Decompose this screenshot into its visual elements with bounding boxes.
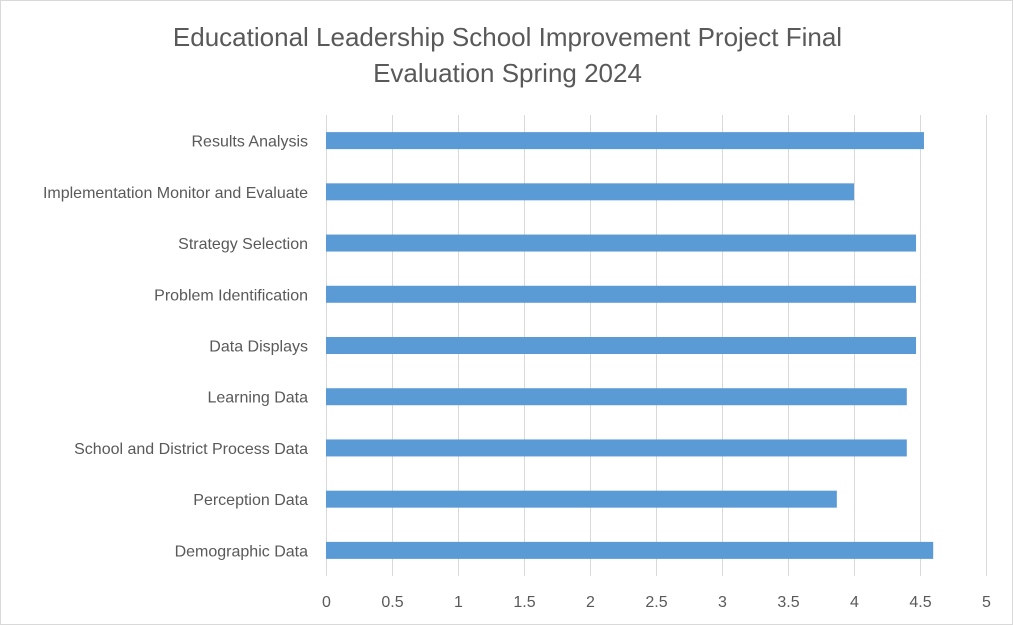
bar	[326, 439, 907, 457]
bar	[326, 388, 907, 406]
x-tick-label: 2	[586, 594, 595, 611]
x-tick-label: 3.5	[777, 594, 799, 611]
x-tick-label: 1	[454, 594, 463, 611]
x-tick-label: 1.5	[513, 594, 535, 611]
category-label: Results Analysis	[192, 134, 309, 151]
bar	[326, 337, 917, 354]
x-tick-label: 5	[982, 594, 991, 611]
chart-title-line-1: Educational Leadership School Improvemen…	[172, 22, 843, 52]
category-label: Learning Data	[207, 390, 308, 407]
x-tick-label: 4.5	[909, 594, 931, 611]
x-tick-label: 2.5	[645, 594, 667, 611]
category-label: Strategy Selection	[178, 236, 308, 253]
chart-title-line-2: Evaluation Spring 2024	[373, 58, 642, 88]
bar	[326, 132, 924, 150]
bar	[326, 285, 917, 303]
bar	[326, 234, 917, 252]
x-tick-label: 3	[718, 594, 727, 611]
chart-title: Educational Leadership School Improvemen…	[1, 19, 1013, 91]
bar	[326, 490, 837, 508]
category-label: Perception Data	[193, 492, 308, 509]
x-tick-label: 4	[850, 594, 859, 611]
category-label: School and District Process Data	[74, 441, 308, 458]
category-label: Implementation Monitor and Evaluate	[43, 185, 308, 202]
bar	[326, 183, 854, 201]
category-label: Data Displays	[209, 339, 308, 356]
category-label: Demographic Data	[175, 543, 309, 560]
bar	[326, 541, 934, 559]
x-tick-label: 0.5	[381, 594, 403, 611]
category-label: Problem Identification	[154, 287, 308, 304]
x-tick-label: 0	[322, 594, 331, 611]
